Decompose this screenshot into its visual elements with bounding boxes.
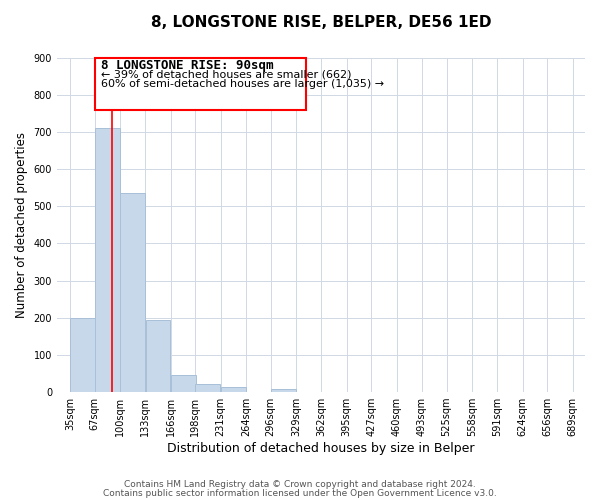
Bar: [221, 387, 246, 392]
Bar: [271, 389, 296, 392]
Text: Contains HM Land Registry data © Crown copyright and database right 2024.: Contains HM Land Registry data © Crown c…: [124, 480, 476, 489]
Bar: [146, 320, 170, 392]
Text: 8 LONGSTONE RISE: 90sqm: 8 LONGSTONE RISE: 90sqm: [101, 59, 273, 72]
Text: ← 39% of detached houses are smaller (662): ← 39% of detached houses are smaller (66…: [101, 70, 351, 80]
Title: 8, LONGSTONE RISE, BELPER, DE56 1ED: 8, LONGSTONE RISE, BELPER, DE56 1ED: [151, 15, 491, 30]
Text: Contains public sector information licensed under the Open Government Licence v3: Contains public sector information licen…: [103, 488, 497, 498]
Text: 60% of semi-detached houses are larger (1,035) →: 60% of semi-detached houses are larger (…: [101, 78, 384, 88]
Bar: [120, 193, 145, 392]
Bar: [70, 318, 95, 392]
Y-axis label: Number of detached properties: Number of detached properties: [15, 132, 28, 318]
FancyBboxPatch shape: [95, 58, 306, 110]
Bar: [171, 376, 196, 392]
Bar: [196, 384, 220, 392]
X-axis label: Distribution of detached houses by size in Belper: Distribution of detached houses by size …: [167, 442, 475, 455]
Bar: [95, 128, 120, 392]
